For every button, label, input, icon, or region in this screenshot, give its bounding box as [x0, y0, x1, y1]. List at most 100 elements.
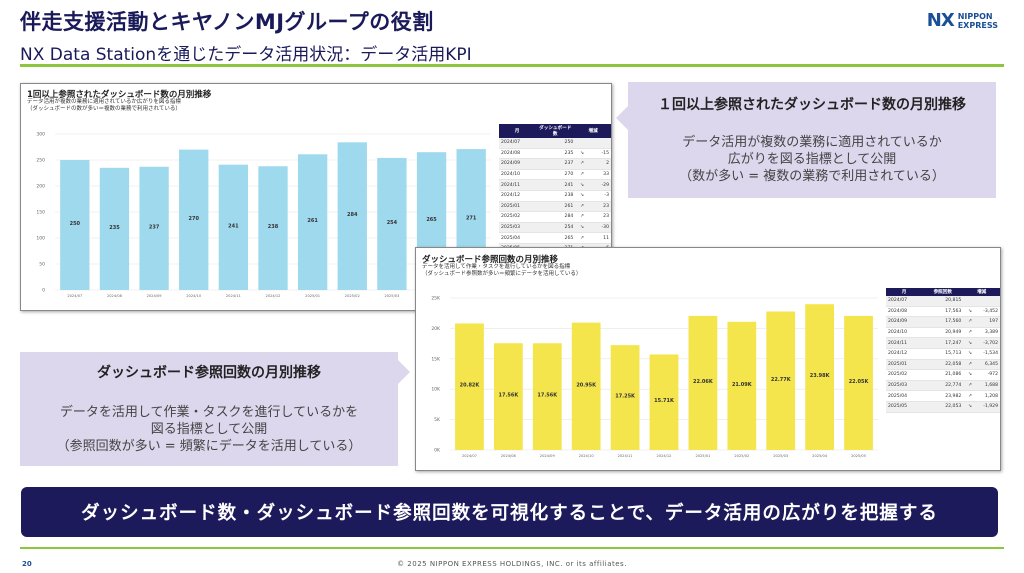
reference-count-table: 月参照回数 増減 2024/07 20,815 2024/08 17,563 ↘ -3,452… — [886, 288, 1000, 413]
arrow-up-icon: ↗ — [963, 390, 977, 402]
chart1-data-label: 238 — [268, 224, 279, 230]
callout1-line-2: 広がりを図る指標として公開 — [727, 152, 897, 167]
chart2-data-label: 22.06K — [693, 379, 714, 385]
change-cell: -15 — [588, 148, 611, 160]
chart1-data-label: 265 — [426, 217, 437, 223]
value-cell: 22,058 — [922, 359, 964, 371]
panel1-title: 1回以上参照されたダッシュボード数の月別推移 — [27, 90, 212, 100]
change-cell: 3,389 — [976, 327, 1000, 339]
change-cell — [976, 296, 1000, 307]
value-cell: 235 — [535, 148, 576, 160]
callout2-pointer — [398, 360, 410, 384]
chart1-y-tick: 50 — [39, 262, 45, 268]
chart1-data-label: 235 — [109, 225, 120, 231]
table-row: 2024/08 235 ↘ -15 — [499, 148, 611, 160]
chart1-x-tick: 2024/09 — [147, 294, 163, 298]
summary-banner: ダッシュボード数・ダッシュボード参照回数を可視化することで、データ活用の広がりを… — [21, 487, 998, 537]
chart1-bar — [258, 166, 288, 290]
chart1-bar — [99, 167, 130, 290]
chart2-bar — [610, 345, 640, 450]
chart1-bar — [60, 160, 90, 290]
month-cell: 2024/11 — [886, 337, 923, 349]
chart2-x-tick: 2024/08 — [501, 454, 517, 458]
footer-divider — [20, 547, 1004, 549]
chart1-bar — [297, 154, 328, 290]
page-subtitle: NX Data Stationを通じたデータ活用状況：データ活用KPI — [20, 45, 472, 65]
callout1-line-3: （数が多い = 複数の業務で利用されている） — [679, 169, 945, 184]
table-row: 2024/07 250 — [499, 138, 611, 149]
chart2-data-label: 17.25K — [615, 394, 636, 400]
chart2-data-label: 17.56K — [499, 393, 520, 399]
value-cell: 22,774 — [922, 380, 964, 392]
logo-text-2: EXPRESS — [957, 20, 998, 30]
callout2-line-3: （参照回数が多い = 頻繁にデータを活用している） — [56, 439, 362, 454]
chart2-bar — [532, 343, 562, 450]
chart1-y-tick: 200 — [36, 184, 45, 190]
table-row: 2025/01 22,058 ↗ 6,345 — [886, 359, 1000, 371]
callout-reference-count: ダッシュボード参照回数の月別推移 データを活用して作業・タスクを進行しているかを… — [20, 352, 410, 466]
value-cell: 238 — [535, 190, 576, 202]
chart1-x-tick: 2025/03 — [384, 294, 399, 298]
change-cell: -3,452 — [976, 306, 1000, 318]
table-row: 2024/10 270 ↗ 33 — [499, 169, 611, 181]
chart1-y-tick: 300 — [36, 132, 45, 138]
table-row: 2025/05 22,053 ↘ -1,929 — [886, 401, 1000, 413]
dashboard-count-table: 月ダッシュボード数 増減 2024/07 250 2024/08 235 ↘ -15 2024/… — [499, 124, 611, 255]
chart1-x-tick: 2025/01 — [305, 294, 320, 298]
table-header-cell: 参照回数 — [922, 288, 964, 296]
change-cell: 33 — [588, 169, 611, 181]
value-cell: 261 — [535, 201, 576, 213]
table-row: 2025/03 22,774 ↗ 1,688 — [886, 380, 1000, 392]
month-cell: 2024/08 — [499, 148, 536, 160]
chart2-bar — [493, 343, 523, 450]
arrow-up-icon: ↗ — [575, 232, 589, 244]
panel2-table-wrap: 月参照回数 増減 2024/07 20,815 2024/08 17,563 ↘ -3,452… — [886, 288, 1000, 413]
change-cell: 197 — [976, 316, 1000, 328]
value-cell: 237 — [535, 158, 576, 170]
value-cell: 20,815 — [922, 296, 964, 307]
value-cell: 265 — [535, 232, 576, 244]
chart1-data-label: 237 — [149, 224, 160, 230]
chart2-x-tick: 2024/12 — [657, 454, 672, 458]
chart2-bar — [766, 311, 796, 450]
table-row: 2025/01 261 ↗ 23 — [499, 201, 611, 213]
chart2-x-tick: 2024/11 — [618, 454, 633, 458]
copyright: © 2025 NIPPON EXPRESS HOLDINGS, INC. or … — [397, 560, 627, 568]
table-row: 2024/08 17,563 ↘ -3,452 — [886, 306, 1000, 318]
table-header-cell: 増減 — [575, 124, 611, 138]
arrow-down-icon: ↘ — [963, 401, 977, 413]
chart1-y-tick: 100 — [36, 236, 45, 242]
chart2-bar — [455, 323, 484, 450]
change-cell: -1,534 — [976, 348, 1000, 360]
chart2-data-label: 15.71K — [654, 398, 675, 404]
chart2-y-tick: 20K — [431, 326, 441, 332]
chart1-data-label: 250 — [70, 221, 81, 227]
month-cell: 2025/02 — [499, 211, 536, 223]
chart2-x-tick: 2024/07 — [462, 454, 477, 458]
arrow-up-icon: ↗ — [963, 380, 977, 392]
month-cell: 2024/09 — [499, 158, 536, 170]
table-row: 2024/12 15,713 ↘ -1,534 — [886, 348, 1000, 360]
chart1-y-tick: 250 — [36, 158, 45, 164]
chart2-bar — [571, 322, 601, 450]
month-cell: 2025/02 — [886, 369, 923, 381]
change-cell: 2 — [588, 158, 611, 170]
value-cell: 250 — [535, 138, 576, 149]
arrow-up-icon: ↗ — [963, 327, 977, 339]
chart2-data-label: 23.98K — [810, 373, 831, 379]
arrow-up-icon: ↗ — [575, 169, 589, 181]
chart1-bar — [377, 157, 407, 290]
value-cell: 241 — [535, 179, 576, 191]
value-cell: 17,563 — [922, 306, 964, 318]
change-cell: 6,345 — [976, 359, 1000, 371]
panel1-table-wrap: 月ダッシュボード数 増減 2024/07 250 2024/08 235 ↘ -15 2024/… — [499, 124, 611, 255]
arrow-down-icon: ↘ — [963, 369, 977, 381]
chart2-x-tick: 2024/09 — [540, 454, 556, 458]
value-cell: 17,247 — [922, 337, 964, 349]
arrow-down-icon: ↘ — [575, 148, 589, 160]
chart2-y-tick: 15K — [431, 356, 441, 362]
arrow-up-icon: ↗ — [575, 158, 589, 170]
table-header-row: 月ダッシュボード数 増減 — [499, 124, 611, 138]
arrow-up-icon: ↗ — [963, 316, 977, 328]
callout-dashboard-count: １回以上参照されたダッシュボード数の月別推移 データ活用が複数の業務に適用されて… — [616, 82, 996, 198]
